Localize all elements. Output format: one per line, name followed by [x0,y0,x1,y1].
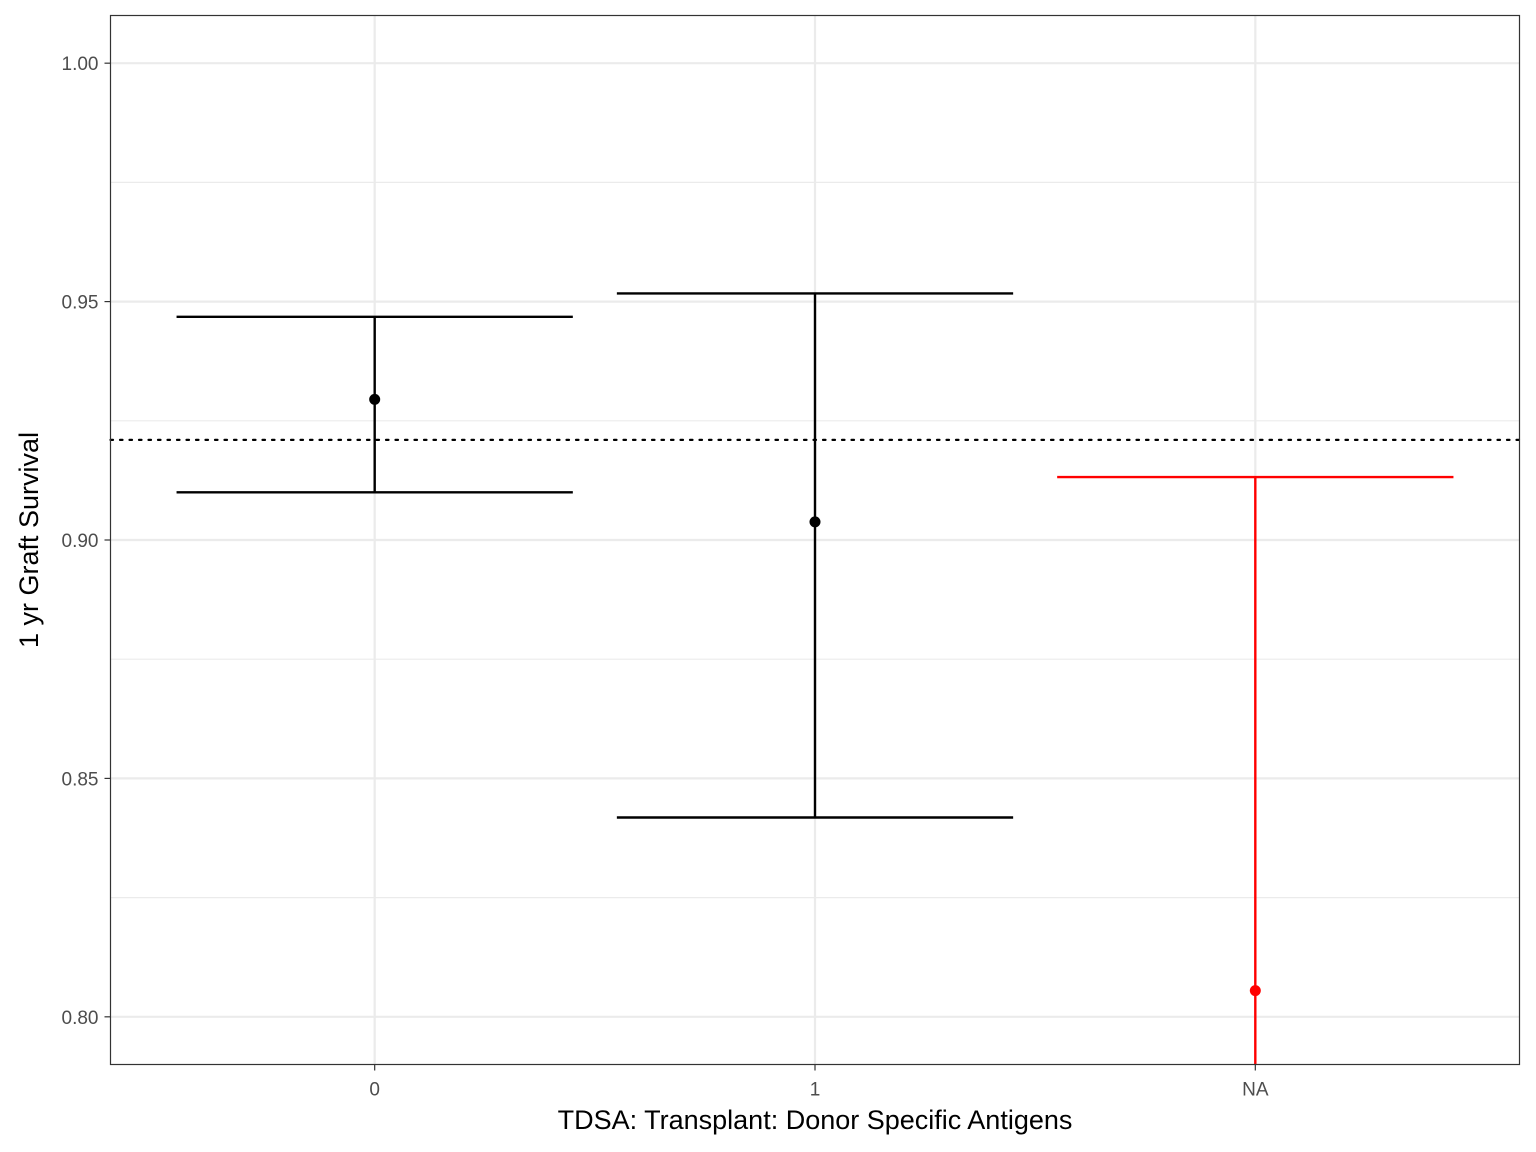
estimate-point [809,516,821,528]
estimate-point [1249,985,1261,997]
x-tick-label: 0 [369,1080,380,1101]
y-tick-label: 1.00 [62,54,99,75]
y-axis-title: 1 yr Graft Survival [14,432,44,648]
y-tick-label: 0.80 [62,1008,99,1029]
y-tick-label: 0.95 [62,293,99,314]
y-tick-label: 0.85 [62,769,99,790]
y-tick-label: 0.90 [62,531,99,552]
x-axis-title: TDSA: Transplant: Donor Specific Antigen… [558,1105,1073,1135]
y-axis: 1.00 0.95 0.90 0.85 0.80 [62,54,111,1029]
x-tick-label: 1 [810,1080,821,1101]
estimate-point [369,393,381,405]
x-axis: 0 1 NA [369,1064,1269,1101]
x-tick-label: NA [1242,1080,1269,1101]
data-marks [176,292,1454,1065]
